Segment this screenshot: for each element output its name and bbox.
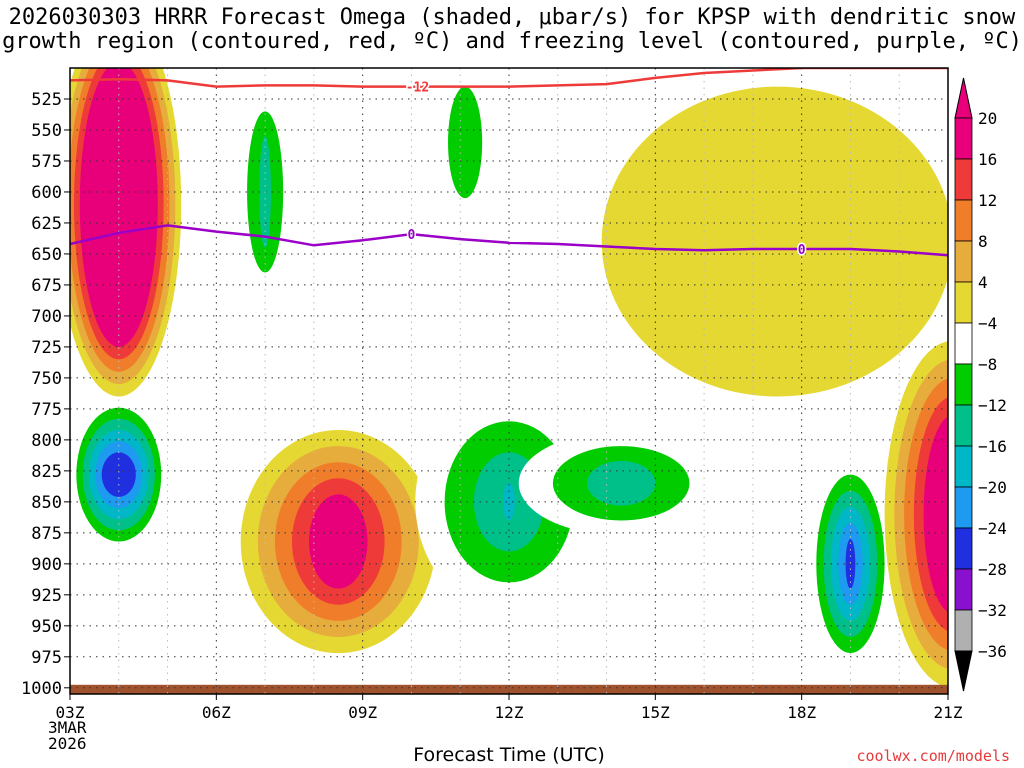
colorbar-label-9: −20 xyxy=(978,478,1007,497)
y-tick-label-875: 875 xyxy=(31,524,62,544)
y-tick-label-625: 625 xyxy=(31,214,62,234)
freezing-level-line xyxy=(70,224,948,257)
colorbar-bin-7 xyxy=(954,404,973,447)
omega-shade-upper-right-positive-level-4 xyxy=(601,86,948,397)
y-tick-label-575: 575 xyxy=(31,152,62,172)
y-tick-label-1000: 1000 xyxy=(21,679,62,699)
colorbar-label-0: 20 xyxy=(978,109,997,128)
y-tick-label-750: 750 xyxy=(31,369,62,389)
colorbar-label-11: −28 xyxy=(978,560,1007,579)
y-tick-label-525: 525 xyxy=(31,90,62,110)
colorbar-label-13: −36 xyxy=(978,642,1007,661)
x-tick-label-21Z: 21Z xyxy=(934,703,963,722)
start-date-year: 2026 xyxy=(48,734,87,753)
chart-title-line2: growth region (contoured, red, ºC) and f… xyxy=(2,29,1022,54)
colorbar-label-4: 4 xyxy=(978,273,988,292)
y-tick-label-925: 925 xyxy=(31,586,62,606)
colorbar-bin-8 xyxy=(954,445,973,488)
colorbar-label-1: 16 xyxy=(978,150,997,169)
omega-shade-low-positive-right-level-20 xyxy=(923,416,948,613)
y-tick-label-700: 700 xyxy=(31,307,62,327)
colorbar-bin-12 xyxy=(954,609,973,652)
x-tick-label-03Z: 03Z xyxy=(56,703,85,722)
omega-shade-low-negative-left-level-neg24 xyxy=(101,452,136,497)
colorbar-bin-1 xyxy=(954,158,973,201)
dgz-contour-line xyxy=(70,68,948,88)
y-tick-label-675: 675 xyxy=(31,276,62,296)
y-tick-label-775: 775 xyxy=(31,400,62,420)
x-tick-label-06Z: 06Z xyxy=(202,703,231,722)
colorbar-bin-2 xyxy=(954,199,973,242)
colorbar-bottom-arrow xyxy=(954,650,973,692)
x-tick-label-15Z: 15Z xyxy=(641,703,670,722)
colorbar-label-5: −4 xyxy=(978,314,997,333)
colorbar-label-8: −16 xyxy=(978,437,1007,456)
colorbar-bin-11 xyxy=(954,568,973,611)
colorbar-label-6: −8 xyxy=(978,355,997,374)
colorbar-bin-10 xyxy=(954,527,973,570)
colorbar-label-3: 8 xyxy=(978,232,988,251)
y-tick-label-800: 800 xyxy=(31,431,62,451)
y-tick-label-975: 975 xyxy=(31,648,62,668)
colorbar-bin-9 xyxy=(954,486,973,529)
colorbar-top-arrow xyxy=(954,77,973,119)
colorbar-label-12: −32 xyxy=(978,601,1007,620)
y-tick-label-650: 650 xyxy=(31,245,62,265)
omega-shade-upper-positive-max-level-20 xyxy=(79,68,158,347)
colorbar-bin-4 xyxy=(954,281,973,324)
colorbar-bin-5 xyxy=(954,322,973,365)
y-tick-label-725: 725 xyxy=(31,338,62,358)
x-tick-label-18Z: 18Z xyxy=(787,703,816,722)
omega-shade-upper-negative-13z-level-neg4 xyxy=(545,68,570,242)
colorbar-label-10: −24 xyxy=(978,519,1007,538)
colorbar-bin-3 xyxy=(954,240,973,283)
omega-shade-low-negative-12z-level-neg16 xyxy=(503,483,515,521)
y-tick-label-850: 850 xyxy=(31,493,62,513)
y-tick-label-900: 900 xyxy=(31,555,62,575)
omega-shade-low-positive-mid-level-20 xyxy=(309,494,368,589)
freezing-level-label-b: 0 xyxy=(798,243,806,258)
colorbar-bin-0 xyxy=(954,117,973,160)
colorbar-label-7: −12 xyxy=(978,396,1007,415)
y-tick-label-600: 600 xyxy=(31,183,62,203)
dgz-contour-label: -12 xyxy=(406,81,429,96)
omega-shade-upper-negative-11z-level-neg8 xyxy=(448,86,483,199)
y-tick-label-950: 950 xyxy=(31,617,62,637)
chart-title-line1: 2026030303 HRRR Forecast Omega (shaded, … xyxy=(8,5,1016,30)
x-axis-title: Forecast Time (UTC) xyxy=(413,744,605,766)
y-tick-label-550: 550 xyxy=(31,121,62,141)
start-date-label: 3MAR 2026 xyxy=(48,720,87,752)
x-tick-label-12Z: 12Z xyxy=(495,703,524,722)
credit-link[interactable]: coolwx.com/models xyxy=(856,747,1010,765)
y-tick-label-825: 825 xyxy=(31,462,62,482)
colorbar-bin-6 xyxy=(954,363,973,406)
start-date-day: 3MAR xyxy=(48,718,87,737)
omega-shade-low-negative-14z-level-neg12 xyxy=(587,460,656,506)
freezing-level-label-a: 0 xyxy=(408,228,416,243)
colorbar-label-2: 12 xyxy=(978,191,997,210)
terrain-strip xyxy=(70,684,948,694)
x-tick-label-09Z: 09Z xyxy=(348,703,377,722)
